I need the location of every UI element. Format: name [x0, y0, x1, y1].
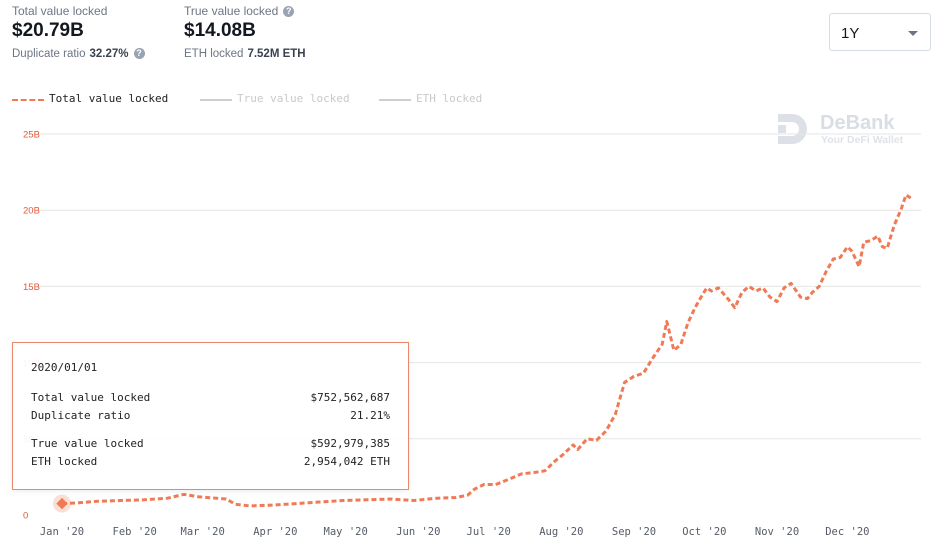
legend-swatch — [200, 99, 232, 101]
legend-label: ETH locked — [416, 92, 483, 105]
true-value-label-row: True value locked? — [184, 4, 306, 18]
y-tick-label: 15B — [23, 282, 40, 293]
x-tick-label: Feb '20 — [113, 526, 157, 538]
tooltip-value: 21.21% — [350, 409, 390, 422]
true-value-value: $14.08B — [184, 20, 256, 41]
tooltip-value: $752,562,687 — [310, 391, 390, 404]
tooltip-label: True value locked — [31, 437, 144, 450]
x-tick-label: Jul '20 — [467, 526, 511, 538]
duplicate-ratio: Duplicate ratio 32.27%? — [12, 48, 145, 60]
eth-locked-value: 7.52M ETH — [247, 48, 306, 60]
x-tick-label: Oct '20 — [682, 526, 726, 538]
tvl-label: Total value locked — [12, 4, 108, 18]
tooltip-label: Duplicate ratio — [31, 409, 131, 422]
true-value-stat: True value locked? $14.08B ETH locked 7.5… — [184, 4, 306, 60]
tooltip-value: $592,979,385 — [310, 437, 390, 450]
legend-label: True value locked — [237, 92, 350, 105]
y-tick-label: 20B — [23, 206, 40, 217]
legend-swatch — [12, 99, 44, 101]
x-tick-label: Jan '20 — [40, 526, 84, 538]
help-icon[interactable]: ? — [133, 48, 145, 59]
x-tick-label: Apr '20 — [253, 526, 297, 538]
tooltip-label: Total value locked — [31, 391, 151, 404]
x-tick-label: May '20 — [324, 526, 368, 538]
x-tick-label: Jun '20 — [396, 526, 440, 538]
duplicate-ratio-value: 32.27% — [89, 48, 129, 60]
x-tick-label: Aug '20 — [539, 526, 583, 538]
time-range-select[interactable]: 1Y — [829, 13, 931, 51]
tooltip-label: ETH locked — [31, 455, 98, 468]
tooltip-value: 2,954,042 ETH — [303, 455, 390, 468]
x-tick-label: Nov '20 — [755, 526, 799, 538]
duplicate-ratio-label: Duplicate ratio — [12, 48, 86, 60]
y-tick-label: 0 — [23, 511, 28, 522]
x-tick-label: Dec '20 — [825, 526, 869, 538]
tooltip-date: 2020/01/01 — [31, 361, 98, 374]
tooltip-row: ETH locked 2,954,042 ETH — [31, 455, 390, 469]
tooltip-row: True value locked $592,979,385 — [31, 437, 390, 451]
hover-marker — [53, 494, 71, 513]
time-range-value: 1Y — [841, 25, 860, 42]
tooltip-row: Total value locked $752,562,687 — [31, 391, 390, 405]
debank-logo-icon — [778, 114, 807, 144]
eth-locked-label: ETH locked — [184, 48, 244, 60]
x-axis-ticks: Jan '20 Feb '20 Mar '20 Apr '20 May '20 Jun '… — [40, 526, 870, 538]
chevron-down-icon — [908, 31, 918, 36]
true-value-label: True value locked — [184, 4, 279, 18]
eth-locked: ETH locked 7.52M ETH — [184, 48, 306, 60]
legend-swatch — [379, 99, 411, 101]
chart-tooltip: 2020/01/01 Total value locked $752,562,6… — [12, 342, 409, 490]
debank-watermark: DeBank Your DeFi Wallet — [776, 112, 903, 151]
watermark-tagline: Your DeFi Wallet — [821, 134, 904, 146]
watermark-name: DeBank — [820, 112, 895, 134]
help-icon[interactable]: ? — [283, 6, 295, 17]
tooltip-row: Duplicate ratio 21.21% — [31, 409, 390, 423]
tvl-value: $20.79B — [12, 20, 84, 41]
x-tick-label: Sep '20 — [612, 526, 656, 538]
legend-label: Total value locked — [49, 92, 169, 105]
y-tick-label: 25B — [23, 130, 40, 141]
x-tick-label: Mar '20 — [181, 526, 225, 538]
tvl-stat: Total value locked $20.79B Duplicate rat… — [12, 4, 145, 60]
